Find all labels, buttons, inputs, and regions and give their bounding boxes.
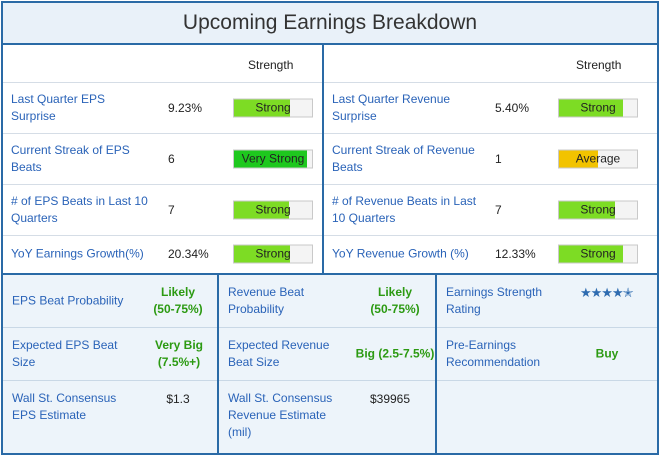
expected-eps-beat-size-value: Very Big (7.5%+)	[154, 338, 204, 369]
eps-row-streak: Current Streak of EPS Beats 6 Very Stron…	[3, 134, 322, 185]
consensus-eps-row: Wall St. Consensus EPS Estimate $1.3	[3, 381, 217, 453]
revenue-row-surprise: Last Quarter Revenue Surprise 5.40% Stro…	[324, 83, 657, 134]
eps-streak-label: Current Streak of EPS Beats	[11, 143, 130, 174]
eps-surprise-strength-bar: Strong	[233, 98, 313, 118]
expected-eps-beat-size-label: Expected EPS Beat Size	[12, 338, 118, 369]
eps-row-beats: # of EPS Beats in Last 10 Quarters 7 Str…	[3, 185, 322, 236]
strength-bar-fill	[559, 245, 623, 263]
strength-bar-fill	[559, 150, 598, 168]
eps-growth-label: YoY Earnings Growth(%)	[11, 246, 144, 261]
consensus-eps-label: Wall St. Consensus EPS Estimate	[12, 391, 117, 422]
star-rating-glyphs: ★★★★✭	[580, 285, 634, 300]
eps-surprise-label: Last Quarter EPS Surprise	[11, 92, 106, 123]
revenue-beats-label: # of Revenue Beats in Last 10 Quarters	[332, 194, 477, 225]
strength-bar-label: Strong	[580, 246, 616, 261]
widget-title: Upcoming Earnings Breakdown	[3, 3, 657, 45]
pre-earnings-recommendation-label: Pre-Earnings Recommendation	[446, 338, 541, 369]
strength-bar-label: Average	[575, 151, 621, 166]
consensus-revenue-row: Wall St. Consensus Revenue Estimate (mil…	[219, 381, 435, 453]
eps-growth-value: 20.34%	[168, 247, 209, 261]
expected-eps-beat-size-row: Expected EPS Beat Size Very Big (7.5%+)	[3, 328, 217, 381]
expected-revenue-beat-size-row: Expected Revenue Beat Size Big (2.5-7.5%…	[219, 328, 435, 381]
eps-summary-column: EPS Beat Probability Likely (50-75%) Exp…	[3, 275, 219, 453]
strength-bar-label: Strong	[255, 246, 291, 261]
eps-streak-strength-bar: Very Strong	[233, 149, 313, 169]
consensus-eps-value: $1.3	[166, 392, 190, 406]
revenue-beats-strength-bar: Strong	[558, 200, 638, 220]
revenue-row-beats: # of Revenue Beats in Last 10 Quarters 7…	[324, 185, 657, 236]
strength-bar-label: Strong	[255, 202, 291, 217]
consensus-revenue-value: $39965	[369, 392, 411, 406]
strength-bar-label: Strong	[580, 202, 616, 217]
revenue-streak-strength-bar: Average	[558, 149, 638, 169]
empty-cell	[437, 381, 657, 453]
revenue-table-header: Strength	[324, 45, 657, 83]
eps-row-growth: YoY Earnings Growth(%) 20.34% Strong	[3, 236, 322, 272]
consensus-revenue-label: Wall St. Consensus Revenue Estimate (mil…	[228, 391, 333, 439]
strength-bar-fill	[234, 99, 291, 117]
revenue-streak-value: 1	[495, 152, 502, 166]
earnings-strength-rating-row: Earnings Strength Rating ★★★★✭	[437, 275, 657, 328]
earnings-summary: EPS Beat Probability Likely (50-75%) Exp…	[3, 275, 657, 453]
revenue-strength-table: Strength Last Quarter Revenue Surprise 5…	[324, 45, 657, 273]
pre-earnings-recommendation-row: Pre-Earnings Recommendation Buy	[437, 328, 657, 381]
revenue-growth-label: YoY Revenue Growth (%)	[332, 246, 469, 261]
revenue-beats-value: 7	[495, 203, 502, 217]
revenue-streak-label: Current Streak of Revenue Beats	[332, 143, 475, 174]
rating-summary-column: Earnings Strength Rating ★★★★✭ Pre-Earni…	[437, 275, 657, 453]
eps-growth-strength-bar: Strong	[233, 244, 313, 264]
eps-beat-probability-label: EPS Beat Probability	[12, 293, 124, 308]
revenue-surprise-label: Last Quarter Revenue Surprise	[332, 92, 451, 123]
eps-streak-value: 6	[168, 152, 175, 166]
revenue-beat-probability-label: Revenue Beat Probability	[228, 285, 305, 316]
eps-beats-label: # of EPS Beats in Last 10 Quarters	[11, 194, 148, 225]
strength-bar-fill	[234, 150, 307, 168]
strength-bar-fill	[234, 245, 291, 263]
strength-bar-label: Strong	[580, 100, 616, 115]
revenue-beat-probability-row: Revenue Beat Probability Likely (50-75%)	[219, 275, 435, 328]
strength-bar-fill	[234, 201, 289, 219]
revenue-summary-column: Revenue Beat Probability Likely (50-75%)…	[219, 275, 437, 453]
eps-beats-strength-bar: Strong	[233, 200, 313, 220]
strength-bar-label: Strong	[255, 100, 291, 115]
revenue-surprise-strength-bar: Strong	[558, 98, 638, 118]
earnings-strength-rating-label: Earnings Strength Rating	[446, 285, 543, 316]
eps-beat-probability-row: EPS Beat Probability Likely (50-75%)	[3, 275, 217, 328]
strength-tables: Strength Last Quarter EPS Surprise 9.23%…	[3, 45, 657, 275]
eps-beat-probability-value: Likely (50-75%)	[153, 285, 203, 316]
strength-bar-fill	[559, 201, 616, 219]
star-rating-icon: ★★★★✭	[580, 285, 634, 301]
revenue-beat-probability-value: Likely (50-75%)	[370, 285, 420, 316]
eps-table-header: Strength	[3, 45, 322, 83]
eps-surprise-value: 9.23%	[168, 101, 203, 115]
eps-strength-header: Strength	[248, 58, 294, 72]
strength-bar-fill	[559, 99, 623, 117]
expected-revenue-beat-size-label: Expected Revenue Beat Size	[228, 338, 330, 369]
revenue-row-streak: Current Streak of Revenue Beats 1 Averag…	[324, 134, 657, 185]
expected-revenue-beat-size-value: Big (2.5-7.5%)	[355, 346, 435, 361]
revenue-surprise-value: 5.40%	[495, 101, 530, 115]
strength-bar-label: Very Strong	[241, 151, 305, 166]
revenue-strength-header: Strength	[576, 58, 622, 72]
eps-row-surprise: Last Quarter EPS Surprise 9.23% Strong	[3, 83, 322, 134]
revenue-row-growth: YoY Revenue Growth (%) 12.33% Strong	[324, 236, 657, 272]
eps-beats-value: 7	[168, 203, 175, 217]
pre-earnings-recommendation-value: Buy	[595, 346, 619, 361]
revenue-growth-value: 12.33%	[495, 247, 536, 261]
revenue-growth-strength-bar: Strong	[558, 244, 638, 264]
eps-strength-table: Strength Last Quarter EPS Surprise 9.23%…	[3, 45, 324, 273]
